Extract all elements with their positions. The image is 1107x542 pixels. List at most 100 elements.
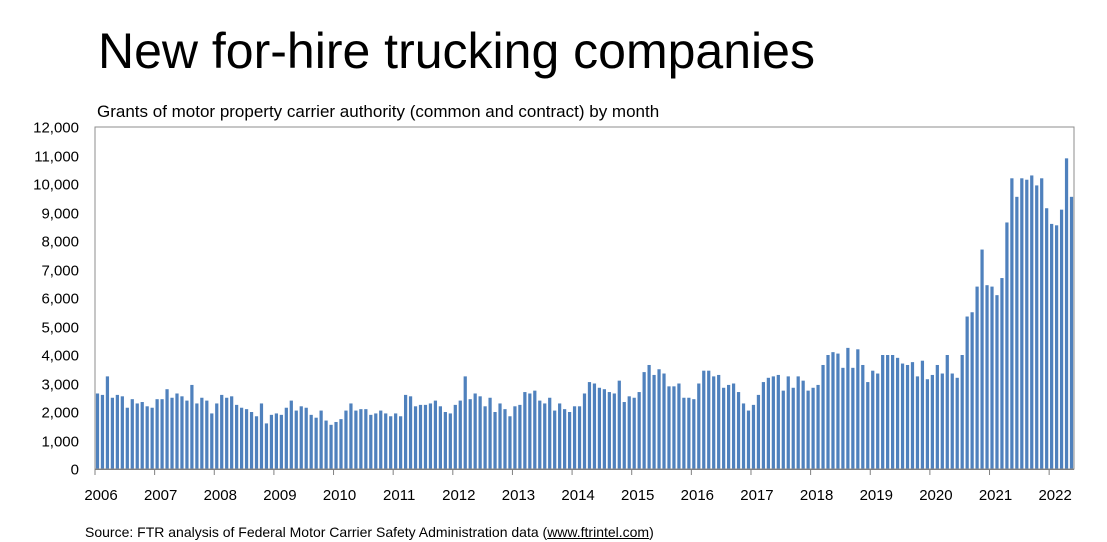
bar bbox=[125, 407, 129, 469]
bar bbox=[130, 399, 134, 469]
y-tick-label: 6,000 bbox=[41, 291, 79, 308]
bar bbox=[314, 417, 318, 469]
chart-title: New for-hire trucking companies bbox=[98, 23, 815, 79]
bar bbox=[389, 416, 393, 469]
bar bbox=[861, 364, 865, 469]
bar bbox=[488, 397, 492, 469]
bar bbox=[746, 410, 751, 469]
bar bbox=[468, 399, 472, 469]
bar bbox=[100, 394, 105, 469]
bar bbox=[334, 421, 338, 469]
bar bbox=[1035, 185, 1039, 470]
bar bbox=[140, 402, 144, 469]
bar bbox=[408, 396, 413, 469]
bar bbox=[950, 373, 954, 469]
bar bbox=[155, 399, 159, 469]
bar bbox=[722, 387, 726, 469]
bar bbox=[289, 400, 293, 469]
source-link[interactable]: www.ftrintel.com bbox=[547, 524, 650, 540]
bar bbox=[702, 370, 706, 469]
bar bbox=[617, 380, 621, 469]
bar bbox=[200, 397, 204, 469]
bar bbox=[508, 416, 512, 469]
bar bbox=[567, 412, 572, 469]
bar bbox=[1059, 209, 1064, 469]
bar bbox=[115, 394, 119, 469]
x-tick-label: 2015 bbox=[621, 487, 654, 504]
bar bbox=[533, 390, 537, 470]
bar bbox=[1000, 278, 1004, 469]
bar bbox=[736, 392, 741, 469]
bar bbox=[145, 406, 149, 469]
y-tick-label: 2,000 bbox=[41, 405, 79, 422]
bar bbox=[841, 367, 845, 469]
source-suffix: ) bbox=[649, 524, 654, 540]
x-tick-label: 2008 bbox=[204, 487, 237, 504]
bar bbox=[935, 364, 939, 469]
bar bbox=[399, 416, 403, 469]
y-tick-label: 9,000 bbox=[41, 206, 79, 223]
bar bbox=[826, 355, 830, 469]
bar bbox=[940, 373, 944, 469]
bar bbox=[751, 404, 756, 470]
bar bbox=[538, 400, 542, 469]
bar bbox=[379, 410, 383, 469]
bar bbox=[483, 406, 487, 469]
bar bbox=[294, 410, 298, 469]
x-tick-label: 2021 bbox=[979, 487, 1012, 504]
bar bbox=[960, 355, 964, 469]
bar bbox=[443, 412, 447, 469]
bar bbox=[1010, 178, 1014, 470]
bar bbox=[910, 362, 915, 470]
bar bbox=[980, 249, 984, 469]
bar bbox=[990, 286, 994, 469]
bar bbox=[329, 424, 333, 469]
bar bbox=[970, 312, 974, 469]
bar bbox=[1020, 178, 1024, 470]
bar bbox=[672, 386, 676, 469]
bar bbox=[895, 357, 900, 469]
bar bbox=[975, 286, 979, 469]
bar bbox=[523, 392, 527, 469]
bar bbox=[160, 399, 164, 469]
bar bbox=[612, 393, 616, 469]
bar bbox=[543, 403, 547, 469]
bar bbox=[836, 353, 840, 469]
y-tick-label: 0 bbox=[71, 462, 79, 479]
bar bbox=[662, 373, 666, 469]
bar bbox=[1054, 225, 1059, 469]
bar bbox=[881, 355, 885, 469]
bar bbox=[587, 382, 592, 469]
bar bbox=[324, 420, 328, 469]
bar bbox=[493, 412, 497, 469]
bar bbox=[518, 404, 522, 470]
bar bbox=[731, 383, 736, 469]
bar bbox=[642, 372, 646, 469]
bar bbox=[413, 406, 418, 469]
bar bbox=[687, 397, 691, 469]
bar bbox=[239, 407, 244, 469]
y-tick-label: 11,000 bbox=[34, 149, 79, 166]
bar bbox=[364, 409, 368, 469]
bar bbox=[592, 383, 597, 469]
bar bbox=[846, 347, 850, 470]
bar bbox=[279, 414, 283, 469]
bar bbox=[1015, 196, 1019, 469]
bar bbox=[195, 403, 199, 469]
y-tick-label: 5,000 bbox=[41, 320, 79, 337]
bar bbox=[925, 379, 930, 469]
bar bbox=[741, 403, 746, 469]
x-tick-label: 2016 bbox=[681, 487, 714, 504]
bar bbox=[572, 406, 577, 469]
bar bbox=[677, 383, 681, 469]
bar bbox=[319, 410, 323, 469]
bar bbox=[707, 370, 711, 469]
bar bbox=[761, 382, 766, 469]
bar bbox=[205, 400, 209, 469]
bar bbox=[225, 397, 229, 469]
bar bbox=[816, 384, 820, 469]
bar bbox=[821, 364, 825, 469]
bar bbox=[339, 419, 343, 470]
bar bbox=[1045, 208, 1049, 470]
bar bbox=[786, 376, 790, 470]
